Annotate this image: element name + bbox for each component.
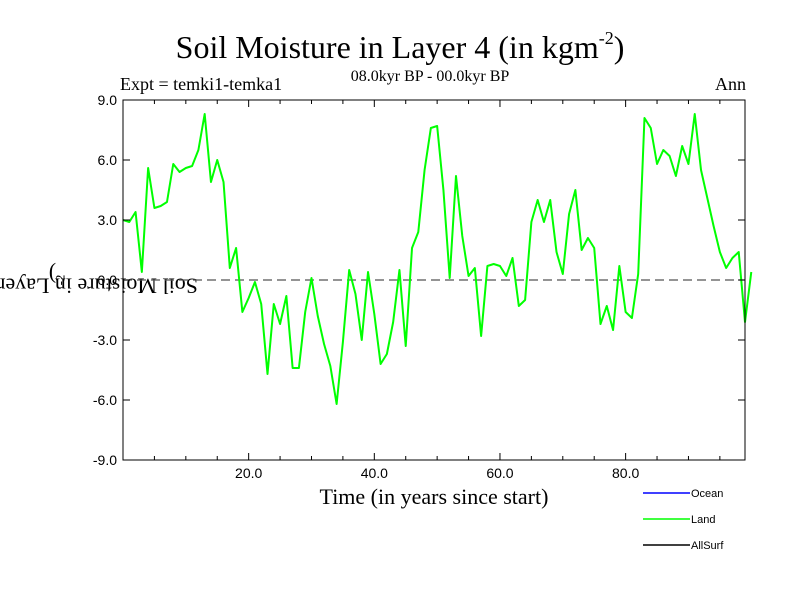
x-tick-label: 60.0	[486, 465, 513, 481]
legend-label-ocean: Ocean	[691, 488, 723, 500]
x-tick-label: 80.0	[612, 465, 639, 481]
y-tick-label: -3.0	[93, 332, 117, 348]
period-label: 08.0kyr BP - 00.0kyr BP	[350, 68, 510, 85]
experiment-label: Expt = temki1-temka1	[120, 74, 283, 94]
season-label: Ann	[715, 74, 746, 94]
x-tick-label: 20.0	[235, 465, 262, 481]
x-axis-label: Time (in years since start)	[319, 484, 549, 509]
y-tick-label: 0.0	[98, 272, 118, 288]
y-tick-label: 3.0	[98, 212, 118, 228]
y-tick-label: -9.0	[93, 452, 117, 468]
y-tick-label: 6.0	[98, 152, 118, 168]
tick-layer: -9.0 -6.0 -3.0 0.0 3.0 6.0 9.0 20.0 40.0 60.0 80.0	[93, 92, 745, 481]
legend-label-allsurf: AllSurf	[691, 540, 724, 552]
chart-title: Soil Moisture in Layer 4 (in kgm-2)	[175, 28, 625, 65]
legend-label-land: Land	[691, 514, 715, 526]
series-layer	[122, 113, 753, 405]
y-tick-label: 9.0	[98, 92, 118, 108]
series-line-land	[122, 113, 753, 405]
y-tick-label: -6.0	[93, 392, 117, 408]
legend: Ocean Land AllSurf	[643, 488, 724, 552]
x-tick-label: 40.0	[361, 465, 388, 481]
